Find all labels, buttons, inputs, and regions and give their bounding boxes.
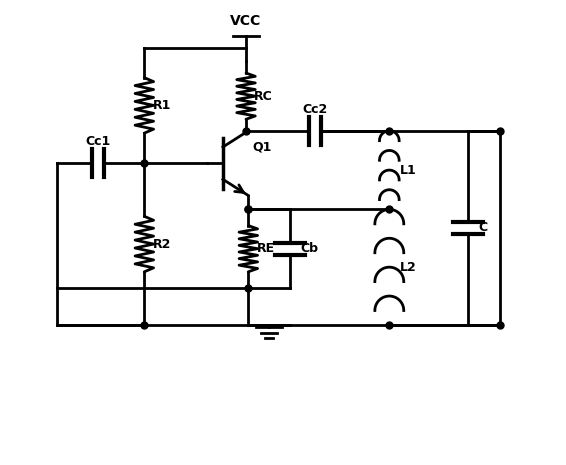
Text: R1: R1 (153, 99, 171, 112)
Text: RC: RC (254, 90, 273, 103)
Text: Cc1: Cc1 (85, 135, 111, 148)
Text: Q1: Q1 (252, 140, 272, 153)
Text: Cc2: Cc2 (303, 103, 328, 116)
Text: L1: L1 (400, 164, 416, 177)
Text: RE: RE (256, 242, 275, 255)
Text: C: C (478, 221, 487, 234)
Text: VCC: VCC (230, 14, 261, 28)
Text: L2: L2 (400, 261, 416, 274)
Text: R2: R2 (153, 238, 171, 251)
Text: Cb: Cb (300, 242, 318, 255)
